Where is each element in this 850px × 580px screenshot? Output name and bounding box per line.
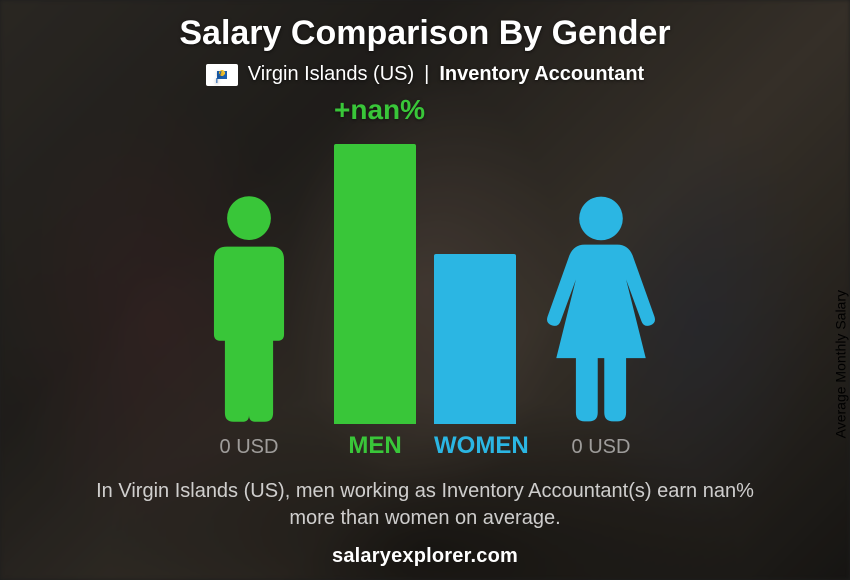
flag-icon (206, 64, 238, 86)
location-label: Virgin Islands (US) (248, 63, 414, 86)
summary-text: In Virgin Islands (US), men working as I… (75, 478, 775, 532)
chart-area: +nan% (125, 104, 725, 424)
female-icon-col (536, 194, 666, 424)
separator: | (424, 63, 429, 86)
bar-men (334, 144, 416, 424)
infographic-content: Salary Comparison By Gender Virgin Islan… (0, 0, 850, 580)
footer-brand: salaryexplorer.com (0, 545, 850, 568)
bars-group (334, 144, 516, 424)
category-labels: MEN WOMEN (334, 432, 516, 460)
labels-row: 0 USD MEN WOMEN 0 USD (125, 432, 725, 460)
y-axis-label: Average Monthly Salary (832, 290, 848, 438)
page-title: Salary Comparison By Gender (179, 14, 670, 53)
men-label: MEN (334, 432, 416, 460)
job-title: Inventory Accountant (439, 63, 644, 86)
women-label: WOMEN (434, 432, 516, 460)
bar-women (434, 254, 516, 424)
men-value: 0 USD (184, 436, 314, 459)
male-icon (194, 194, 304, 424)
delta-label: +nan% (334, 94, 425, 126)
male-icon-col (184, 194, 314, 424)
female-icon (541, 194, 661, 424)
women-value: 0 USD (536, 436, 666, 459)
subtitle-row: Virgin Islands (US) | Inventory Accounta… (206, 63, 644, 86)
